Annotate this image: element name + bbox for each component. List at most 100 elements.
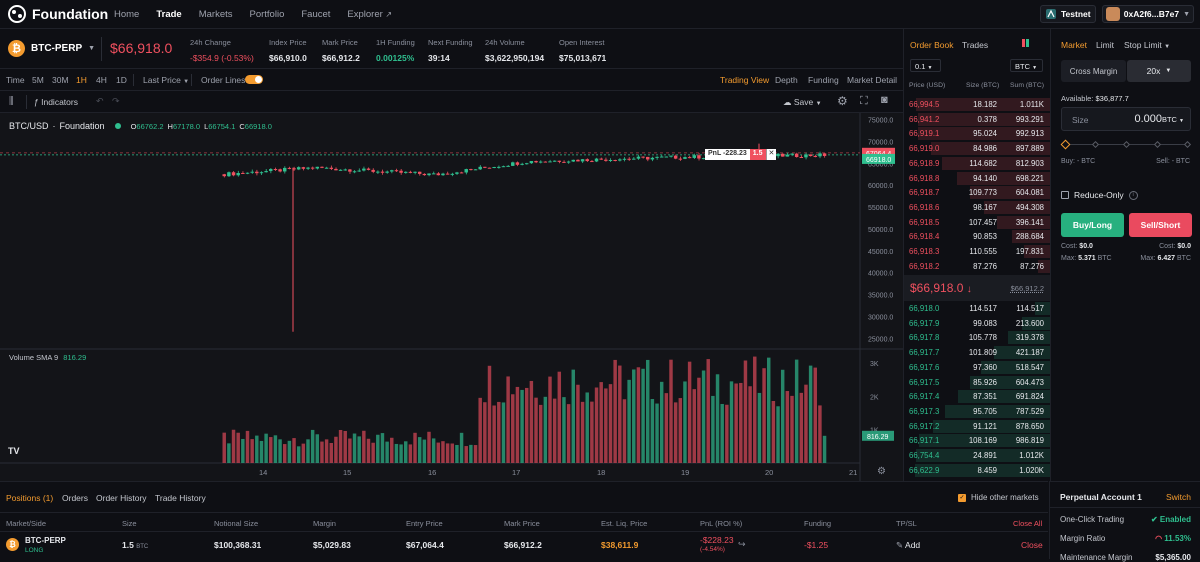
ask-row[interactable]: 66,918.2 87.276 87.276 — [904, 259, 1050, 273]
bid-row[interactable]: 66,917.1 108.169 986.819 — [904, 434, 1050, 448]
chevron-down-icon: ▼ — [1179, 118, 1184, 124]
size-input[interactable]: Size 0.000 BTC ▼ — [1061, 107, 1191, 131]
nav-markets[interactable]: Markets — [198, 9, 233, 20]
price-source-select[interactable]: Last Price ▼ — [143, 75, 189, 85]
nav-home[interactable]: Home — [114, 9, 140, 20]
ask-row[interactable]: 66,918.7 109.773 604.081 — [904, 186, 1050, 200]
fullscreen-icon[interactable]: ⛶ — [860, 95, 868, 107]
ask-row[interactable]: 66,941.2 0.378 993.291 — [904, 112, 1050, 126]
bid-row[interactable]: 66,917.3 95.705 787.529 — [904, 404, 1050, 418]
interval-5m[interactable]: 5M — [32, 74, 44, 85]
tab-positions[interactable]: Positions (1) — [6, 493, 54, 503]
save-button[interactable]: ☁ Save ▼ — [783, 97, 822, 108]
ask-row[interactable]: 66,919.1 95.024 992.913 — [904, 127, 1050, 141]
bid-row[interactable]: 66,917.4 87.351 691.824 — [904, 390, 1050, 404]
hide-other-markets[interactable]: ✓ Hide other markets — [958, 493, 1039, 502]
position-row[interactable]: ₿ BTC-PERP LONG 1.5 BTC $100,368.31 $5,0… — [0, 534, 1048, 558]
indicators-button[interactable]: ƒ Indicators — [34, 97, 78, 107]
reduce-only-checkbox[interactable]: Reduce-Only i — [1061, 190, 1138, 200]
chart-canvas[interactable]: 75000.0 70000.0 65000.0 60000.0 55000.0 50000… — [0, 113, 903, 481]
bid-row[interactable]: 66,917.6 97.360 518.547 — [904, 360, 1050, 374]
undo-icon[interactable]: ↶ — [96, 96, 104, 106]
checkbox-box[interactable] — [1061, 191, 1069, 199]
size-slider[interactable] — [1060, 139, 1192, 150]
wallet-button[interactable]: 0xA2f6...B7e7 ▼ — [1102, 5, 1194, 23]
position-line-tag[interactable]: PnL -228.23 1.5 ✕ — [705, 149, 777, 160]
order-type-stop-limit[interactable]: Stop Limit ▼ — [1124, 40, 1170, 50]
view-trading-view[interactable]: Trading View — [720, 74, 770, 85]
bid-row[interactable]: 66,917.2 91.121 878.650 — [904, 419, 1050, 433]
one-click-status[interactable]: ✔ Enabled — [1150, 515, 1191, 524]
candle-body — [250, 171, 254, 173]
switch-account-button[interactable]: Switch — [1165, 492, 1191, 502]
leverage-select[interactable]: 20x ▼ — [1127, 60, 1191, 82]
price-tick-label: 25000.0 — [868, 336, 893, 343]
interval-30m[interactable]: 30M — [52, 74, 69, 85]
tab-order-history[interactable]: Order History — [96, 493, 147, 503]
bid-row[interactable]: 66,754.4 24.891 1.012K — [904, 449, 1050, 462]
close-icon[interactable]: ✕ — [765, 149, 777, 160]
view-depth[interactable]: Depth — [775, 74, 798, 85]
size-unit-select[interactable]: BTC ▼ — [1161, 115, 1184, 124]
view-market-detail[interactable]: Market Detail — [847, 74, 898, 85]
nav-faucet[interactable]: Faucet — [301, 9, 331, 20]
volume-bar — [250, 439, 254, 463]
candle-type-icon[interactable]: ⫼ — [9, 96, 14, 107]
time-label: Time — [6, 74, 25, 85]
bid-price: 66,917.8 — [909, 333, 940, 343]
app-logo[interactable]: Foundation — [7, 4, 108, 24]
ask-row[interactable]: 66,918.6 98.167 494.308 — [904, 200, 1050, 214]
tpsl-add-button[interactable]: ✎ Add — [896, 540, 920, 551]
bid-row[interactable]: 66,917.5 85.926 604.473 — [904, 375, 1050, 389]
price-chart[interactable]: 75000.0 70000.0 65000.0 60000.0 55000.0 50000… — [0, 113, 903, 481]
ask-row[interactable]: 66,918.5 107.457 396.141 — [904, 215, 1050, 229]
bid-row[interactable]: 66,622.9 8.459 1.020K — [904, 463, 1050, 477]
book-layout-icon[interactable] — [1022, 39, 1030, 47]
bid-size: 108.169 — [968, 436, 997, 446]
interval-1d[interactable]: 1D — [116, 74, 127, 85]
order-lines-toggle[interactable] — [245, 75, 263, 84]
network-badge[interactable]: Testnet — [1040, 5, 1096, 23]
sell-short-button[interactable]: Sell/Short — [1129, 213, 1192, 237]
interval-4h[interactable]: 4H — [96, 74, 107, 85]
view-funding[interactable]: Funding — [808, 74, 839, 85]
checkbox-checked[interactable]: ✓ — [958, 493, 966, 502]
tab-trades[interactable]: Trades — [962, 40, 989, 50]
nav-portfolio[interactable]: Portfolio — [249, 9, 285, 20]
unit-select[interactable]: BTC ▼ — [1010, 59, 1043, 72]
ask-row[interactable]: 66,918.9 114.682 812.903 — [904, 156, 1050, 170]
volume-bar — [701, 370, 706, 463]
close-all-button[interactable]: Close All — [1013, 519, 1043, 528]
order-type-market[interactable]: Market — [1061, 40, 1087, 50]
margin-mode-button[interactable]: Cross Margin — [1061, 60, 1126, 82]
nav-explorer[interactable]: Explorer ↗ — [347, 9, 392, 20]
tab-trade-history[interactable]: Trade History — [155, 493, 206, 503]
tick-size-select[interactable]: 0.1 ▼ — [910, 59, 941, 72]
settings-icon[interactable]: ⚙ — [837, 94, 848, 108]
tab-order-book[interactable]: Order Book — [910, 40, 954, 50]
market-selector[interactable]: ₿ BTC-PERP ▼ — [8, 40, 95, 57]
interval-1h[interactable]: 1H — [76, 74, 87, 85]
slider-thumb[interactable] — [1060, 139, 1071, 150]
ask-row[interactable]: 66,918.4 90.853 288.684 — [904, 230, 1050, 244]
tab-orders[interactable]: Orders — [62, 493, 88, 503]
buy-long-button[interactable]: Buy/Long — [1061, 213, 1124, 237]
candle-body — [659, 156, 664, 158]
nav-trade[interactable]: Trade — [156, 9, 182, 20]
bid-row[interactable]: 66,917.8 105.778 319.378 — [904, 331, 1050, 345]
ask-row[interactable]: 66,919.0 84.986 897.889 — [904, 142, 1050, 156]
volume-bar — [538, 404, 543, 463]
order-type-limit[interactable]: Limit — [1096, 40, 1114, 50]
ask-row[interactable]: 66,918.8 94.140 698.221 — [904, 171, 1050, 185]
camera-icon[interactable]: ◙ — [881, 94, 888, 106]
close-position-button[interactable]: Close — [1021, 540, 1043, 550]
bid-row[interactable]: 66,918.0 114.517 114.517 — [904, 302, 1050, 315]
chart-settings-icon[interactable]: ⚙ — [877, 466, 886, 477]
bid-row[interactable]: 66,917.9 99.083 213.600 — [904, 316, 1050, 330]
share-icon[interactable]: ↪ — [738, 539, 746, 549]
redo-icon[interactable]: ↷ — [112, 96, 120, 106]
ask-row[interactable]: 66,918.3 110.555 197.831 — [904, 245, 1050, 258]
bid-row[interactable]: 66,917.7 101.809 421.187 — [904, 346, 1050, 360]
candle-body — [399, 170, 403, 173]
ask-row[interactable]: 66,994.5 18.182 1.011K — [904, 98, 1050, 111]
